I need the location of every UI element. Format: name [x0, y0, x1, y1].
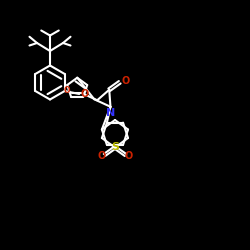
Text: S: S [111, 142, 119, 152]
Text: N: N [106, 108, 115, 118]
Text: O: O [122, 76, 130, 86]
Text: O: O [97, 151, 105, 161]
Text: O: O [81, 89, 89, 99]
Text: O: O [64, 86, 70, 95]
Text: O: O [124, 151, 133, 161]
